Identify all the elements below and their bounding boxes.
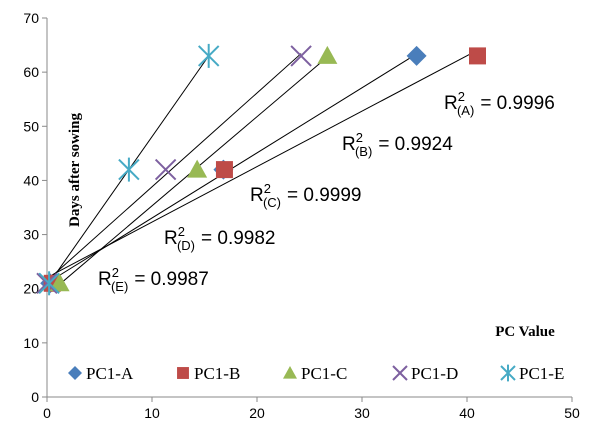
y-tick-label: 0 xyxy=(31,389,39,405)
r-squared-label-pc1-c: R2 (C) = 0.9999 xyxy=(250,181,362,210)
r-squared-labels: R2 (A) = 0.9996 R2 (B) = 0.9924 R2 (C) = 0.9999 R… xyxy=(98,89,555,294)
legend-marker-pc1-d xyxy=(392,365,408,381)
y-tick-label: 10 xyxy=(23,335,39,351)
y-tick-label: 40 xyxy=(23,172,39,188)
trendlines xyxy=(46,49,478,285)
legend-label: PC1-D xyxy=(411,364,458,383)
legend-marker-pc1-a xyxy=(68,366,82,380)
point-pc1-b xyxy=(215,161,233,179)
r-squared-label-pc1-d: R2 (D) = 0.9982 xyxy=(164,224,276,253)
legend-label: PC1-B xyxy=(194,364,240,383)
y-tick-label: 20 xyxy=(23,281,39,297)
legend-item-pc1-e: PC1-E xyxy=(500,364,564,383)
legend-marker-pc1-c xyxy=(283,366,297,379)
data-points xyxy=(36,43,486,296)
point-pc1-e xyxy=(197,43,220,68)
legend-marker-pc1-e xyxy=(500,364,516,382)
x-tick-label: 20 xyxy=(249,405,265,421)
point-pc1-c xyxy=(49,273,70,292)
point-pc1-c xyxy=(317,45,338,64)
trendline-pc1-d xyxy=(46,53,302,282)
trendline-pc1-b xyxy=(52,49,478,276)
point-pc1-d xyxy=(290,45,312,67)
legend-label: PC1-C xyxy=(301,364,347,383)
point-pc1-e xyxy=(118,157,140,182)
point-pc1-d xyxy=(154,158,177,181)
x-tick-label: 40 xyxy=(459,405,475,421)
point-pc1-c xyxy=(187,159,208,178)
legend-item-pc1-c: PC1-C xyxy=(283,364,347,383)
legend-label: PC1-E xyxy=(519,364,564,383)
y-tick-label: 60 xyxy=(23,64,39,80)
x-tick-label: 0 xyxy=(43,405,51,421)
legend-item-pc1-a: PC1-A xyxy=(68,364,134,383)
point-pc1-e xyxy=(38,271,60,296)
y-tick-label: 70 xyxy=(23,10,39,26)
r-squared-label-pc1-a: R2 (A) = 0.9996 xyxy=(444,89,555,118)
x-tick-label: 10 xyxy=(144,405,160,421)
x-axis-title: PC Value xyxy=(495,324,555,340)
y-tick-label: 30 xyxy=(23,227,39,243)
legend-item-pc1-b: PC1-B xyxy=(177,364,240,383)
y-axis-title: Days after sowing xyxy=(67,113,83,227)
legend-marker-pc1-b xyxy=(177,367,189,379)
y-tick-label: 50 xyxy=(23,118,39,134)
legend: PC1-A PC1-B PC1-C PC1-D PC1-E xyxy=(68,364,564,383)
legend-item-pc1-d: PC1-D xyxy=(392,364,458,383)
point-pc1-a xyxy=(406,45,427,66)
legend-label: PC1-A xyxy=(86,364,134,383)
point-pc1-b xyxy=(469,47,486,65)
x-tick-label: 50 xyxy=(564,405,580,421)
point-pc1-d xyxy=(36,272,58,295)
r-squared-label-pc1-e: R2 (E) = 0.9987 xyxy=(98,265,209,294)
r-squared-label-pc1-b: R2 (B) = 0.9924 xyxy=(342,130,453,159)
x-tick-label: 30 xyxy=(354,405,370,421)
axes: 0 10 20 30 40 50 60 70 0 10 20 30 40 50 xyxy=(23,10,580,421)
